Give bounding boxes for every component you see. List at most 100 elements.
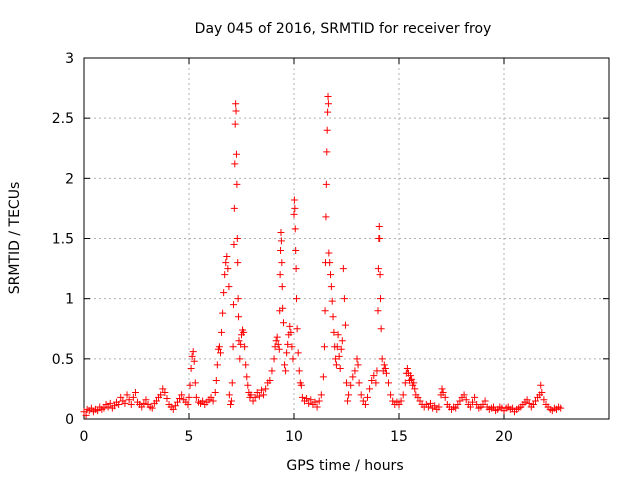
data-point — [414, 393, 422, 401]
data-point — [307, 396, 315, 404]
x-tick-label: 0 — [80, 429, 89, 445]
data-point — [327, 271, 335, 279]
data-point — [207, 393, 215, 401]
x-tick-label: 5 — [185, 429, 194, 445]
data-point — [305, 399, 313, 407]
data-point — [441, 393, 449, 401]
data-point — [381, 364, 389, 372]
data-point — [190, 357, 198, 365]
data-point — [380, 361, 388, 369]
data-point — [293, 295, 301, 303]
data-point — [235, 313, 243, 321]
data-point — [231, 120, 239, 128]
data-point — [273, 333, 281, 341]
data-point — [233, 235, 241, 242]
data-point — [244, 381, 252, 389]
data-point — [399, 391, 407, 399]
data-point — [289, 355, 297, 363]
data-point — [235, 337, 243, 345]
data-point — [479, 401, 487, 409]
data-point — [508, 404, 516, 412]
y-tick-label: 1.5 — [52, 232, 74, 248]
data-point — [277, 247, 285, 255]
data-point — [278, 283, 286, 291]
data-point — [462, 396, 470, 404]
data-point — [222, 259, 230, 267]
data-point — [131, 389, 139, 397]
data-point — [366, 385, 374, 393]
data-point — [345, 391, 353, 399]
data-point — [538, 389, 546, 397]
data-point — [460, 391, 468, 399]
data-point — [325, 249, 333, 257]
data-point — [230, 301, 238, 309]
data-point — [255, 392, 263, 400]
data-point — [292, 265, 300, 273]
data-point — [397, 397, 405, 405]
data-point — [276, 271, 284, 279]
data-point — [189, 348, 197, 356]
data-point — [225, 283, 233, 291]
data-point — [247, 391, 255, 399]
data-point — [123, 391, 131, 399]
data-point — [454, 401, 462, 409]
data-point — [173, 398, 181, 406]
data-point — [231, 160, 239, 168]
axis-ticks: 0 0.5 1 1.5 2 2.5 3 0 5 10 15 20 — [52, 51, 609, 445]
data-point — [185, 393, 193, 401]
data-point — [431, 402, 439, 410]
data-point — [328, 297, 336, 305]
data-point — [287, 328, 295, 336]
data-point — [321, 307, 329, 315]
data-point — [278, 259, 286, 267]
data-point — [169, 405, 177, 413]
data-point — [277, 228, 285, 236]
data-point — [377, 295, 385, 303]
data-point — [407, 372, 415, 380]
data-point — [469, 398, 476, 406]
data-point — [142, 396, 150, 404]
data-point — [251, 393, 259, 401]
data-point — [230, 241, 238, 249]
data-point — [184, 401, 192, 409]
data-point — [525, 399, 533, 407]
data-point — [361, 401, 369, 409]
data-point — [87, 404, 95, 412]
data-point — [274, 340, 282, 348]
data-point — [313, 403, 321, 411]
y-tick-label: 0.5 — [52, 352, 74, 368]
data-point — [129, 393, 137, 401]
data-point — [357, 391, 365, 399]
data-point — [163, 395, 171, 403]
plot-frame — [83, 57, 610, 420]
data-point — [336, 364, 344, 372]
data-point — [427, 399, 434, 407]
data-point — [523, 396, 531, 404]
chart-title: Day 045 of 2016, SRMTID for receiver fro… — [195, 21, 492, 37]
data-point — [395, 401, 403, 409]
x-tick-label: 20 — [495, 429, 513, 445]
data-point — [280, 319, 287, 327]
data-point — [416, 397, 424, 405]
data-point — [298, 393, 306, 401]
data-point — [471, 393, 479, 401]
data-point — [228, 379, 236, 387]
data-point — [187, 364, 195, 372]
data-point — [232, 150, 240, 158]
data-point — [284, 340, 292, 348]
data-point — [221, 271, 229, 279]
data-point — [327, 283, 335, 291]
data-point — [242, 361, 250, 369]
data-point — [253, 389, 261, 397]
data-point — [219, 309, 227, 317]
data-point — [373, 367, 381, 375]
data-point — [375, 222, 383, 230]
data-point — [529, 401, 537, 409]
data-point — [490, 403, 497, 411]
data-point — [110, 402, 118, 410]
data-point — [411, 385, 419, 393]
data-point — [236, 355, 244, 363]
data-point — [192, 393, 200, 401]
data-point — [557, 404, 565, 412]
